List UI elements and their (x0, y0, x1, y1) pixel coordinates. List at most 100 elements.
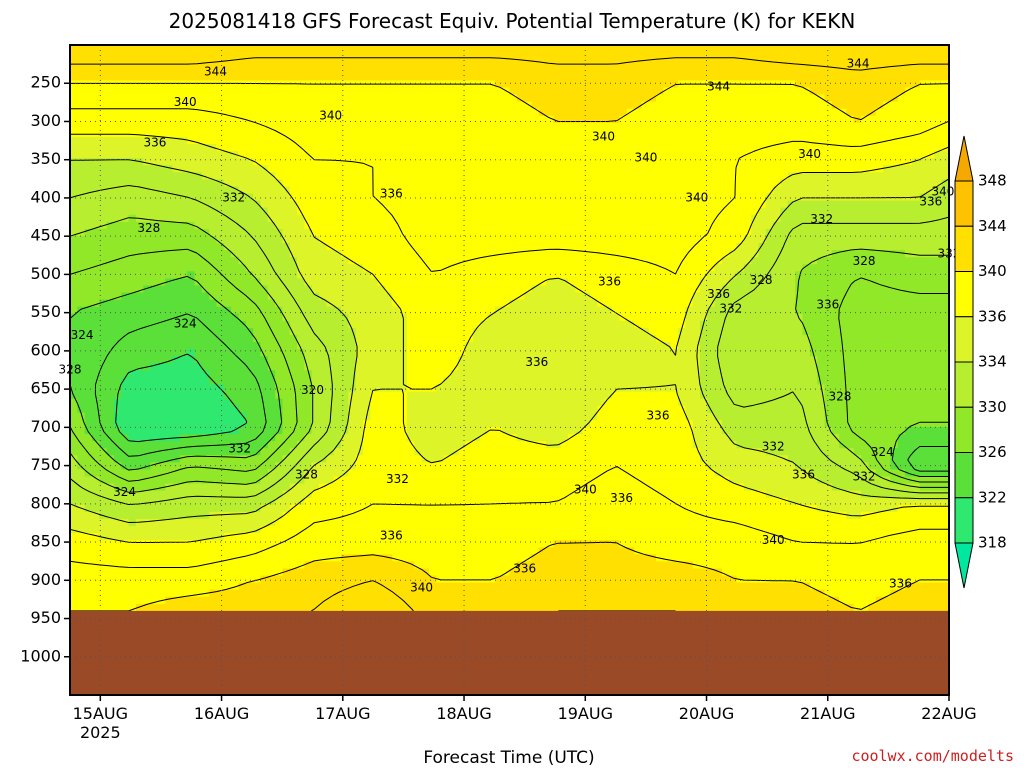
field-cell (436, 250, 445, 258)
field-cell (875, 122, 884, 131)
field-cell (128, 257, 137, 265)
field-cell (392, 52, 401, 60)
field-cell (912, 285, 921, 294)
field-cell (692, 122, 701, 131)
field-cell (458, 158, 467, 166)
field-cell (905, 207, 913, 216)
field-cell (443, 165, 452, 173)
field-cell (275, 335, 284, 343)
field-cell (905, 271, 913, 280)
field-cell (634, 193, 642, 202)
field-cell (641, 158, 650, 166)
field-cell (883, 313, 891, 322)
field-cell (677, 136, 686, 145)
field-cell (758, 59, 767, 67)
field-cell (765, 52, 774, 60)
field-cell (758, 271, 767, 280)
field-cell (223, 327, 232, 336)
field-cell (289, 179, 298, 188)
field-cell (787, 115, 796, 124)
field-cell (612, 144, 620, 152)
field-cell (831, 299, 840, 308)
field-cell (355, 320, 364, 329)
field-cell (194, 313, 203, 322)
field-cell (524, 207, 533, 216)
field-cell (868, 299, 877, 308)
field-cell (91, 115, 100, 124)
field-cell (414, 122, 423, 131)
field-cell (70, 122, 78, 131)
field-cell (817, 285, 826, 294)
field-cell (729, 59, 738, 67)
field-cell (641, 292, 650, 301)
field-cell (428, 115, 437, 124)
field-cell (377, 243, 386, 251)
field-cell (758, 235, 767, 244)
field-cell (502, 335, 511, 343)
field-cell (384, 250, 393, 258)
field-cell (787, 94, 796, 103)
field-cell (443, 228, 452, 237)
field-cell (465, 257, 474, 265)
field-cell (436, 221, 445, 230)
field-cell (128, 207, 137, 216)
field-cell (223, 292, 232, 301)
field-cell (282, 320, 291, 329)
field-cell (919, 66, 928, 74)
field-cell (238, 115, 247, 124)
field-cell (670, 214, 679, 223)
field-cell (480, 278, 489, 287)
field-cell (590, 52, 598, 60)
field-cell (128, 186, 137, 195)
field-cell (113, 335, 122, 343)
field-cell (150, 179, 159, 188)
field-cell (494, 158, 503, 166)
field-cell (319, 179, 327, 188)
field-cell (121, 45, 130, 53)
field-cell (699, 320, 708, 329)
field-cell (641, 172, 650, 180)
field-cell (421, 136, 430, 145)
field-cell (194, 257, 203, 265)
field-cell (612, 73, 620, 81)
field-cell (135, 235, 144, 244)
field-cell (604, 313, 613, 322)
field-cell (84, 94, 93, 103)
field-cell (201, 292, 210, 301)
field-cell (319, 299, 327, 308)
field-cell (428, 144, 437, 152)
field-cell (787, 243, 796, 251)
field-cell (267, 186, 276, 195)
field-cell (524, 193, 533, 202)
field-cell (421, 172, 430, 180)
field-cell (399, 271, 408, 280)
field-cell (355, 193, 364, 202)
field-cell (443, 172, 452, 180)
field-cell (853, 278, 862, 287)
field-cell (568, 59, 577, 67)
field-cell (99, 101, 108, 110)
field-cell (582, 129, 591, 138)
field-cell (927, 108, 935, 117)
field-cell (568, 221, 577, 230)
field-cell (553, 186, 562, 195)
field-cell (883, 292, 891, 301)
field-cell (348, 306, 357, 315)
field-cell (634, 299, 642, 308)
field-cell (839, 214, 848, 223)
field-cell (84, 136, 93, 145)
field-cell (231, 214, 240, 223)
field-cell (597, 335, 606, 343)
field-cell (472, 243, 481, 251)
field-cell (179, 200, 188, 209)
field-cell (912, 144, 921, 152)
field-cell (875, 235, 884, 244)
field-cell (267, 207, 276, 216)
field-cell (450, 151, 459, 159)
field-cell (597, 278, 606, 287)
field-cell (150, 235, 159, 244)
field-cell (450, 320, 459, 329)
field-cell (531, 80, 540, 89)
field-cell (919, 285, 928, 294)
field-cell (260, 221, 269, 230)
